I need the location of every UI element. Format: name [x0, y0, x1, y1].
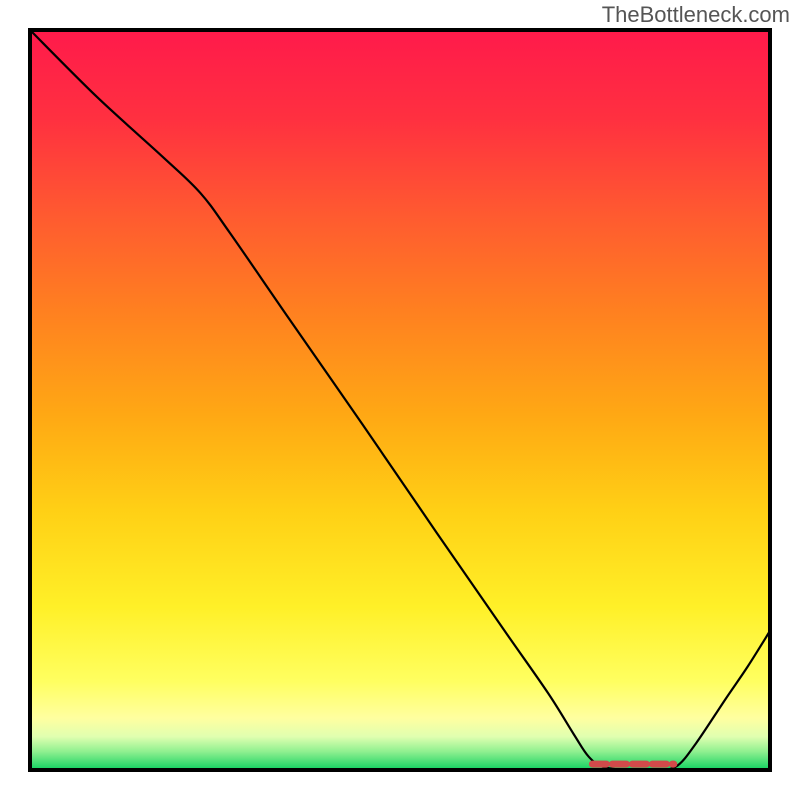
watermark-text: TheBottleneck.com — [602, 2, 790, 28]
chart-container: { "watermark": "TheBottleneck.com", "cha… — [0, 0, 800, 800]
gradient-background — [30, 30, 770, 770]
chart-svg — [0, 0, 800, 800]
